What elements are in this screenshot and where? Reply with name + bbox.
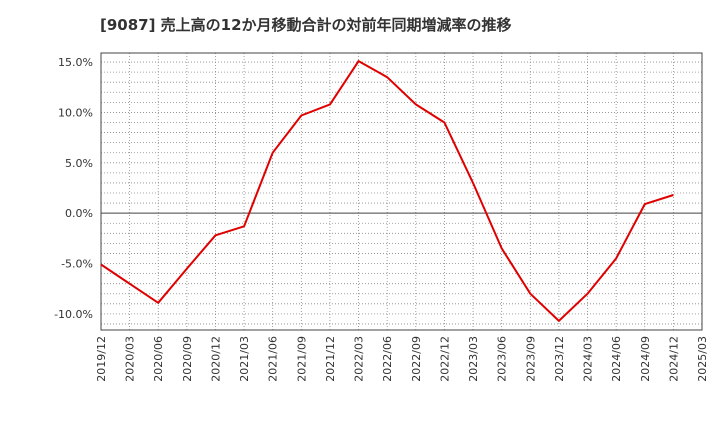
- x-tick-label: 2021/06: [267, 336, 280, 382]
- x-tick-label: 2023/12: [553, 336, 566, 382]
- x-tick-label: 2024/09: [639, 336, 652, 382]
- x-tick-label: 2020/03: [124, 336, 137, 382]
- x-tick-label: 2023/06: [496, 336, 509, 382]
- x-tick-label: 2025/03: [696, 336, 709, 382]
- plot-border: [100, 52, 703, 331]
- series-line: [100, 60, 674, 322]
- y-tick-label: 5.0%: [65, 157, 93, 170]
- x-tick-label: 2022/09: [410, 336, 423, 382]
- x-tick-label: 2024/06: [610, 336, 623, 382]
- x-tick-label: 2020/09: [181, 336, 194, 382]
- y-tick-label: 15.0%: [58, 56, 93, 69]
- x-tick-label: 2020/12: [209, 336, 222, 382]
- x-tick-label: 2022/06: [381, 336, 394, 382]
- x-tick-label: 2020/06: [152, 336, 165, 382]
- x-tick-label: 2024/12: [667, 336, 680, 382]
- x-tick-label: 2022/12: [438, 336, 451, 382]
- x-tick-label: 2023/03: [467, 336, 480, 382]
- x-tick-label: 2021/12: [324, 336, 337, 382]
- y-tick-label: -10.0%: [54, 308, 93, 321]
- y-tick-label: -5.0%: [61, 258, 93, 271]
- plot-area: [101, 53, 702, 330]
- x-tick-label: 2021/03: [238, 336, 251, 382]
- x-tick-label: 2019/12: [95, 336, 108, 382]
- x-tick-label: 2024/03: [582, 336, 595, 382]
- x-tick-label: 2023/09: [524, 336, 537, 382]
- x-tick-label: 2021/09: [295, 336, 308, 382]
- x-tick-label: 2022/03: [353, 336, 366, 382]
- y-tick-label: 10.0%: [58, 106, 93, 119]
- chart-title: [9087] 売上高の12か月移動合計の対前年同期増減率の推移: [100, 16, 512, 34]
- y-tick-label: 0.0%: [65, 207, 93, 220]
